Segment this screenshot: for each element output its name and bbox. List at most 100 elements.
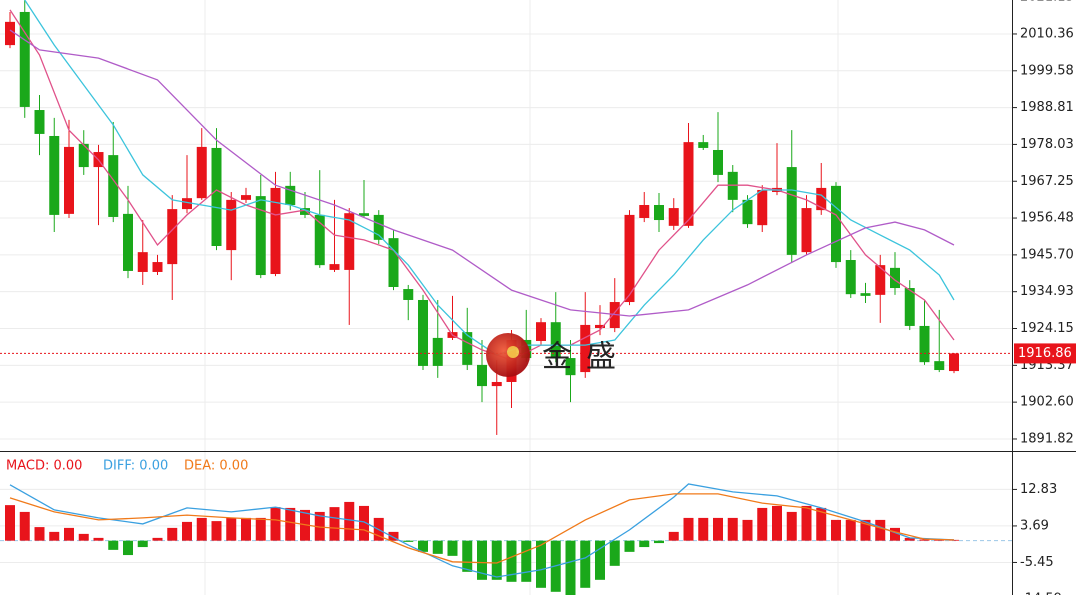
macd-bar [890,527,900,541]
candle-body [196,146,207,199]
macd-bar [565,540,576,595]
y-tick-label: 1902.60 [1020,395,1074,410]
y-tick-label: 1978.03 [1020,137,1074,152]
y-tick-label: 1891.82 [1020,431,1074,446]
macd-bar [624,540,635,552]
macd-bar [801,505,812,541]
candle-body [580,324,591,373]
macd-bar [314,511,325,541]
candle-body [19,11,30,107]
macd-bar [418,540,428,552]
macd-bar [713,517,723,541]
candle-body [816,187,827,211]
macd-bar [64,527,74,541]
macd-bar [521,540,532,582]
macd-bar [182,521,192,541]
axis-labels: 2021.13 2010.36 1999.58 1988.81 1978.03 1967.… [6,0,1076,595]
macd-line [9,493,955,564]
macd-bar [919,539,930,541]
candle-body [890,267,900,289]
y-tick-label: -14.59 [1020,591,1062,595]
macd-bar [772,505,782,541]
candle-body [418,299,428,366]
candle-body [713,149,723,175]
macd-bar [875,519,886,541]
macd-bar [816,507,827,541]
y-tick-label: 1934.93 [1020,284,1074,299]
macd-bar [329,507,340,541]
candle-body [285,185,296,205]
macd-bar [255,517,266,541]
candle-body [78,143,89,168]
candle-body [373,214,384,240]
candle-body [137,252,148,272]
candle-body [388,238,399,287]
candle-body [831,185,841,263]
macd-bar [786,511,797,541]
candle-body [654,205,664,221]
candle-body [34,110,45,134]
candle-body [167,209,178,265]
macd-bar [742,519,753,541]
candle-body [211,147,222,246]
candle-body [904,288,915,326]
macd-bar [167,527,178,541]
candle-body [934,361,945,371]
candle-body [344,213,355,270]
candle-body [742,199,753,225]
candle-body [727,171,738,200]
candle-body [845,260,856,295]
y-tick-label: 1924.15 [1020,321,1074,336]
candle-body [639,205,650,218]
watermark-text: 金 [542,340,572,375]
macd-bar [196,517,207,541]
macd-bar [477,540,487,580]
last-price-box [1014,343,1076,364]
candle-body [949,353,959,372]
grid [0,0,1012,595]
y-tick-label: 1945.70 [1020,247,1074,262]
macd-bar [831,519,841,541]
macd-bar [359,505,369,541]
y-tick-label: 1967.25 [1020,174,1074,189]
y-tick-label: 2010.36 [1020,26,1074,41]
legend-entry: DIFF: 0.00 [103,459,168,474]
macd-bar [683,517,694,541]
macd-bar [698,517,709,541]
macd-bar [137,540,148,548]
watermark-text: 盛 [586,340,616,375]
candle-body [491,381,502,387]
candle-body [595,324,605,328]
candle-body [255,196,266,276]
macd-bar [609,540,620,566]
candle-body [108,155,119,217]
macd-bar [432,540,443,554]
candle-body [152,262,163,272]
macd-bar [270,507,281,541]
legend-entry: MACD: 0.00 [6,459,82,474]
macd-bar [668,531,679,541]
candle-body [875,265,886,295]
candle-body [359,213,369,216]
y-tick-label: 3.69 [1020,518,1049,533]
marks [0,0,1012,595]
moving-average-line [24,0,955,356]
candle-body [624,214,635,303]
macd-bar [152,537,163,541]
y-tick-label: 1999.58 [1020,63,1074,78]
candle-body [314,214,325,266]
macd-bar [211,521,222,541]
moving-average-line [9,9,955,361]
candle-body [668,208,679,226]
candle-body [64,146,74,214]
candle-body [432,337,443,366]
macd-bar [49,531,60,541]
candle-body [241,195,251,200]
candle-body [462,332,473,365]
macd-bar [388,531,399,541]
candle-body [919,325,930,363]
candle-body [226,199,237,251]
macd-bar [403,540,414,542]
macd-bar [241,517,251,541]
